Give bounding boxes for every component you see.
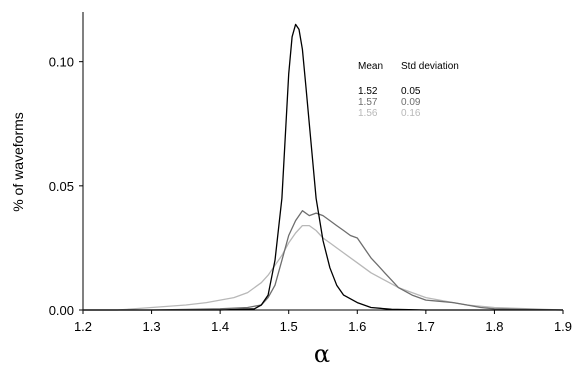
x-tick-label: 1.6 <box>348 319 366 334</box>
series-line-1 <box>83 224 564 311</box>
legend-row-mean: 1.57 <box>358 97 378 108</box>
legend-table: Mean Std deviation 1.52 0.05 1.57 0.09 1… <box>358 61 459 119</box>
x-tick-label: 1.4 <box>211 319 229 334</box>
legend-header-std: Std deviation <box>401 61 459 72</box>
x-tick-label: 1.2 <box>74 319 92 334</box>
y-ticks: 0.00 0.05 0.10 <box>49 55 83 318</box>
x-tick-label: 1.8 <box>485 319 503 334</box>
legend-row-std: 0.16 <box>401 108 421 119</box>
x-axis-title: α <box>314 340 330 367</box>
x-tick-label: 1.9 <box>554 319 572 334</box>
y-axis-title: % of waveforms <box>10 112 26 212</box>
legend-header-mean: Mean <box>358 61 383 72</box>
x-tick-label: 1.3 <box>143 319 161 334</box>
x-tick-label: 1.7 <box>417 319 435 334</box>
y-tick-label: 0.05 <box>49 179 74 194</box>
series-line-2 <box>83 210 564 311</box>
legend-row-std: 0.05 <box>401 86 421 97</box>
y-tick-label: 0.00 <box>49 303 74 318</box>
legend-row-mean: 1.52 <box>358 86 378 97</box>
legend-row-mean: 1.56 <box>358 108 378 119</box>
y-tick-label: 0.10 <box>49 55 74 70</box>
legend-row-std: 0.09 <box>401 97 421 108</box>
series-lines <box>83 23 564 311</box>
x-tick-label: 1.5 <box>280 319 298 334</box>
series-line-3 <box>83 23 563 311</box>
x-ticks: 1.2 1.3 1.4 1.5 1.6 1.7 1.8 1.9 <box>74 310 572 334</box>
plot-area: 1.2 1.3 1.4 1.5 1.6 1.7 1.8 1.9 0.00 0.05 0.10 <box>49 12 572 334</box>
